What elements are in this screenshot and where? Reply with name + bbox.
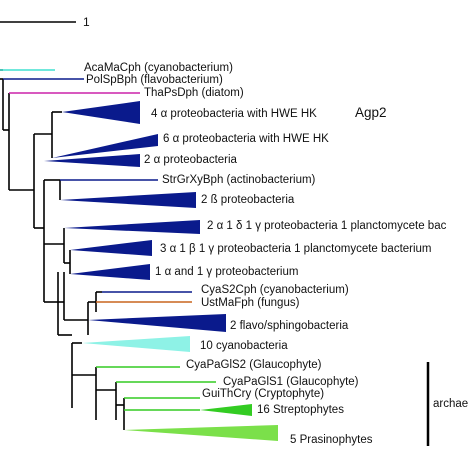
clade-cyano10 xyxy=(82,336,190,352)
taxon-polspbph: PolSpBph (flavobacterium) xyxy=(86,74,223,86)
taxon-cyano10: 10 cyanobacteria xyxy=(200,340,288,352)
clade-mix2 xyxy=(70,240,152,256)
clade-prasino5 xyxy=(124,425,278,441)
clade-alpha6 xyxy=(52,134,158,158)
taxon-agp2: Agp2 xyxy=(355,105,387,120)
scale-bar-label: 1 xyxy=(83,15,90,29)
clade-alpha4 xyxy=(62,101,140,124)
taxon-alpha4: 4 α proteobacteria with HWE HK xyxy=(151,108,317,120)
taxon-cyas2cph: CyaS2Cph (cyanobacterium) xyxy=(201,284,349,296)
taxon-ustmafph: UstMaFph (fungus) xyxy=(201,297,300,309)
taxon-alpha6: 6 α proteobacteria with HWE HK xyxy=(163,133,329,145)
taxon-prasino5: 5 Prasinophytes xyxy=(290,434,373,446)
clade-beta2 xyxy=(60,192,196,208)
clade-alpha2 xyxy=(44,154,140,167)
taxon-guithcry: GuiThCry (Cryptophyte) xyxy=(202,388,325,400)
clade-mix3 xyxy=(70,264,150,280)
taxon-beta2: 2 ß proteobacteria xyxy=(201,194,295,206)
taxon-strepto16: 16 Streptophytes xyxy=(257,404,344,416)
taxon-mix2: 3 α 1 β 1 γ proteobacteria 1 planctomyce… xyxy=(160,243,432,255)
taxon-thapsdph: ThaPsDph (diatom) xyxy=(144,87,244,99)
taxon-flavo2: 2 flavo/sphingobacteria xyxy=(230,320,349,332)
taxon-strgrxybph: StrGrXyBph (actinobacterium) xyxy=(162,174,316,186)
archae-label: archae xyxy=(433,398,469,410)
taxon-acamacph: AcaMaCph (cyanobacterium) xyxy=(84,62,233,74)
clade-flavo2 xyxy=(88,314,226,332)
clade-strepto16 xyxy=(200,404,252,416)
tree-branches xyxy=(0,69,125,430)
taxon-mix3: 1 α and 1 γ proteobacterium xyxy=(155,266,299,278)
taxon-cyapagls1: CyaPaGlS1 (Glaucophyte) xyxy=(223,376,359,388)
clade-mix1 xyxy=(64,220,200,234)
taxon-alpha2: 2 α proteobacteria xyxy=(144,154,237,166)
taxon-mix1: 2 α 1 δ 1 γ proteobacteria 1 planctomyce… xyxy=(207,220,447,232)
taxon-cyapagls2: CyaPaGlS2 (Glaucophyte) xyxy=(186,359,322,371)
